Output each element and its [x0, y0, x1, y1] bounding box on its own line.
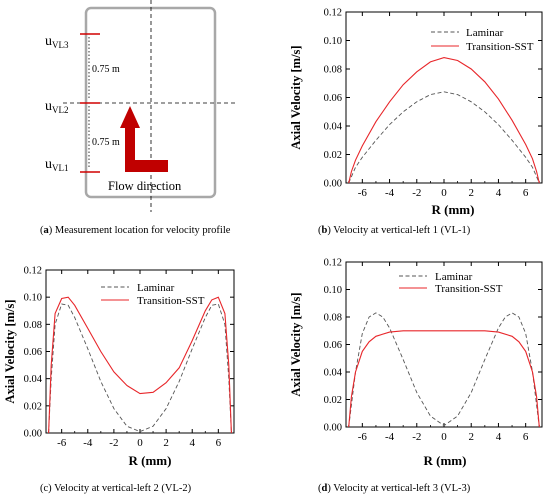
series-line-laminar — [348, 91, 540, 183]
legend-label: Laminar — [466, 27, 504, 39]
distance-label-lower: 0.75 m — [92, 137, 120, 148]
y-tick-label: 0.08 — [24, 320, 42, 331]
chart-vl2: -6 -4 -2 0 2 4 6 0.00 0.02 0.04 0.06 0.08 0.10 0.12 R … — [3, 266, 235, 468]
x-axis-label: R (mm) — [424, 453, 467, 468]
x-tick-label: -4 — [83, 437, 93, 449]
x-tick-label: -6 — [358, 431, 368, 443]
x-tick-label: -2 — [412, 187, 421, 199]
label-uvl3: uVL3 — [45, 34, 69, 50]
x-axis-label: R (mm) — [129, 453, 172, 468]
distance-label-upper: 0.75 m — [92, 64, 120, 75]
series-line-laminar — [348, 312, 540, 427]
x-tick-label: 0 — [441, 187, 447, 199]
x-tick-label: 2 — [468, 187, 474, 199]
x-tick-label: -2 — [412, 431, 421, 443]
caption-b: (b) Velocity at vertical-left 1 (VL-1) — [318, 225, 471, 236]
series-line-transition-sst — [348, 330, 540, 427]
caption-d: (d) Velocity at vertical-left 3 (VL-3) — [318, 483, 471, 494]
label-uvl2: uVL2 — [45, 99, 69, 115]
y-tick-label: 0.06 — [24, 347, 42, 358]
legend-label: Transition-SST — [435, 283, 503, 295]
legend-label: Laminar — [435, 271, 473, 283]
y-tick-label: 0.04 — [324, 122, 343, 133]
y-tick-label: 0.02 — [24, 401, 42, 412]
y-tick-label: 0.06 — [324, 340, 342, 351]
series-line-transition-sst — [48, 296, 232, 433]
y-tick-label: 0.00 — [324, 423, 342, 434]
y-tick-label: 0.10 — [324, 285, 342, 296]
x-tick-label: 6 — [216, 437, 222, 449]
y-tick-label: 0.06 — [324, 93, 342, 104]
x-tick-label: 0 — [441, 431, 447, 443]
y-tick-label: 0.02 — [324, 150, 342, 161]
legend-label: Transition-SST — [137, 295, 205, 307]
legend-label: Laminar — [137, 282, 175, 294]
label-uvl1: uVL1 — [45, 157, 69, 173]
x-tick-label: 4 — [496, 431, 502, 443]
y-tick-label: 0.10 — [324, 36, 342, 47]
chart-vl1: -6 -4 -2 0 2 4 6 0.00 0.02 0.04 0.06 0.08 0.10 0.12 R … — [289, 8, 543, 217]
caption-a: (a) Measurement location for velocity pr… — [40, 225, 231, 236]
x-tick-label: 0 — [137, 437, 143, 449]
y-axis-label: Axial Velocity [m/s] — [289, 292, 303, 396]
x-tick-label: -6 — [358, 187, 368, 199]
x-tick-label: -6 — [57, 437, 67, 449]
y-tick-label: 0.12 — [324, 8, 342, 19]
y-tick-label: 0.08 — [324, 313, 342, 324]
y-tick-label: 0.00 — [324, 179, 342, 190]
x-tick-label: -4 — [385, 431, 395, 443]
flow-direction-label: Flow direction — [108, 179, 182, 193]
flow-direction-arrow — [120, 106, 168, 172]
x-tick-label: 4 — [496, 187, 502, 199]
y-tick-label: 0.04 — [324, 368, 343, 379]
y-tick-label: 0.10 — [24, 293, 42, 304]
y-tick-label: 0.00 — [24, 429, 42, 440]
x-tick-label: 6 — [523, 431, 529, 443]
y-tick-label: 0.12 — [24, 266, 42, 277]
y-tick-label: 0.08 — [324, 65, 342, 76]
y-tick-label: 0.02 — [324, 395, 342, 406]
plot-frame — [345, 11, 543, 184]
x-tick-label: 2 — [163, 437, 169, 449]
x-axis-label: R (mm) — [432, 202, 475, 217]
legend-label: Transition-SST — [466, 41, 534, 53]
schematic-panel: uVL3 uVL2 uVL1 0.75 m 0.75 m Flow direct… — [45, 0, 235, 212]
x-tick-label: -2 — [109, 437, 118, 449]
y-axis-label: Axial Velocity [m/s] — [289, 45, 303, 149]
chart-vl3: -6 -4 -2 0 2 4 6 0.00 0.02 0.04 0.06 0.08 0.10 0.12 R … — [289, 258, 543, 468]
x-tick-label: 2 — [468, 431, 474, 443]
y-axis-label: Axial Velocity [m/s] — [3, 299, 17, 403]
x-tick-label: 4 — [189, 437, 195, 449]
x-tick-label: 6 — [523, 187, 529, 199]
series-line-transition-sst — [348, 57, 540, 183]
y-tick-label: 0.04 — [24, 374, 43, 385]
y-tick-label: 0.12 — [324, 258, 342, 269]
caption-c: (c) Velocity at vertical-left 2 (VL-2) — [40, 483, 192, 494]
series-line-laminar — [48, 303, 232, 433]
x-tick-label: -4 — [385, 187, 395, 199]
